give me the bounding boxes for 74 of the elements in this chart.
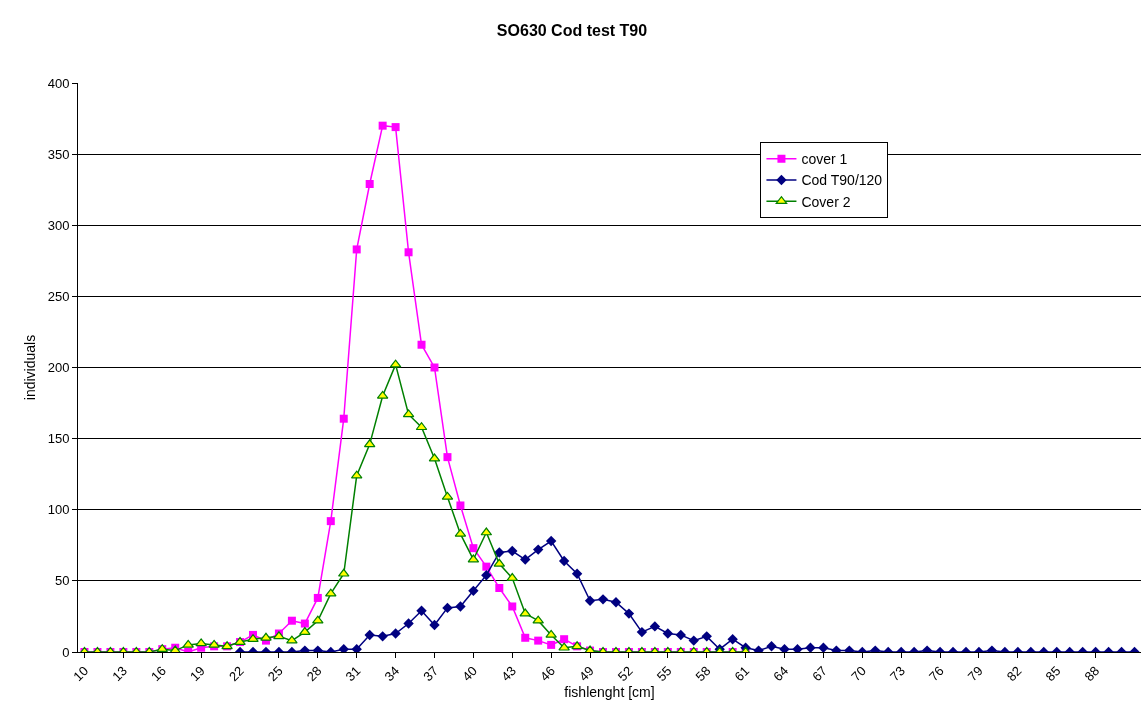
x-tick-label: 22 [225, 663, 247, 685]
chart-title: SO630 Cod test T90 [496, 22, 648, 40]
point [260, 632, 272, 641]
x-tick-label: 55 [653, 663, 675, 685]
y-tick-label: 250 [47, 288, 70, 304]
x-tick-label: 25 [264, 663, 286, 685]
point [326, 517, 335, 526]
point [247, 634, 259, 643]
x-tick-label: 73 [887, 663, 908, 685]
x-tick-label: 40 [459, 663, 481, 685]
y-tick-label: 200 [47, 360, 70, 376]
point [443, 453, 452, 462]
point [521, 633, 530, 642]
x-tick-label: 37 [420, 663, 442, 685]
point [287, 616, 296, 625]
legend-label: Cod T90/120 [801, 172, 883, 189]
x-tick-label: 82 [1003, 663, 1025, 685]
point [547, 640, 556, 649]
x-tick-label: 46 [537, 663, 558, 685]
point [545, 629, 557, 638]
x-tick-label: 52 [614, 663, 636, 685]
y-tick-label: 300 [47, 217, 70, 233]
x-tick-label: 43 [498, 663, 519, 685]
point [286, 635, 298, 644]
point [534, 636, 543, 645]
x-tick-label: 28 [303, 663, 325, 685]
point [299, 626, 311, 635]
y-tick-label: 350 [47, 146, 70, 162]
x-tick-label: 31 [342, 663, 364, 685]
x-tick-label: 88 [1081, 663, 1103, 685]
point [195, 638, 207, 647]
point [391, 123, 400, 132]
point [495, 583, 504, 592]
y-tick-label: 150 [47, 431, 70, 447]
x-tick-label: 13 [109, 663, 131, 685]
x-tick-label: 49 [575, 663, 597, 685]
x-tick-label: 34 [381, 663, 403, 685]
point [508, 602, 517, 611]
point [532, 615, 544, 624]
x-tick-label: 58 [692, 663, 714, 685]
y-tick-label: 400 [47, 75, 70, 91]
point [482, 562, 491, 571]
point [312, 615, 324, 624]
x-tick-label: 76 [925, 663, 947, 685]
legend-label: cover 1 [801, 151, 848, 168]
y-tick-label: 0 [62, 644, 70, 660]
point [430, 363, 439, 372]
x-tick-label: 67 [809, 663, 831, 685]
point [417, 340, 426, 349]
x-tick-label: 64 [770, 663, 792, 685]
y-axis-title: individuals [22, 334, 39, 401]
x-tick-label: 61 [731, 663, 753, 685]
point [456, 501, 465, 510]
point [404, 248, 413, 257]
x-tick-label: 16 [148, 663, 169, 685]
point [352, 245, 361, 254]
legend-label: Cover 2 [801, 193, 851, 210]
point [558, 642, 570, 651]
x-tick-label: 10 [70, 663, 92, 685]
x-tick-label: 19 [187, 663, 208, 685]
point [300, 619, 309, 628]
point [339, 414, 348, 423]
point [313, 593, 322, 602]
y-tick-label: 50 [54, 573, 70, 589]
y-tick-label: 100 [47, 502, 70, 518]
point [378, 121, 387, 130]
point [469, 544, 478, 553]
point [365, 180, 374, 188]
x-tick-label: 85 [1042, 663, 1064, 685]
point [182, 639, 194, 648]
x-axis-title: fishlenght [cm] [564, 684, 655, 701]
x-tick-label: 70 [848, 663, 870, 685]
x-tick-label: 79 [964, 663, 986, 685]
point [560, 635, 569, 644]
